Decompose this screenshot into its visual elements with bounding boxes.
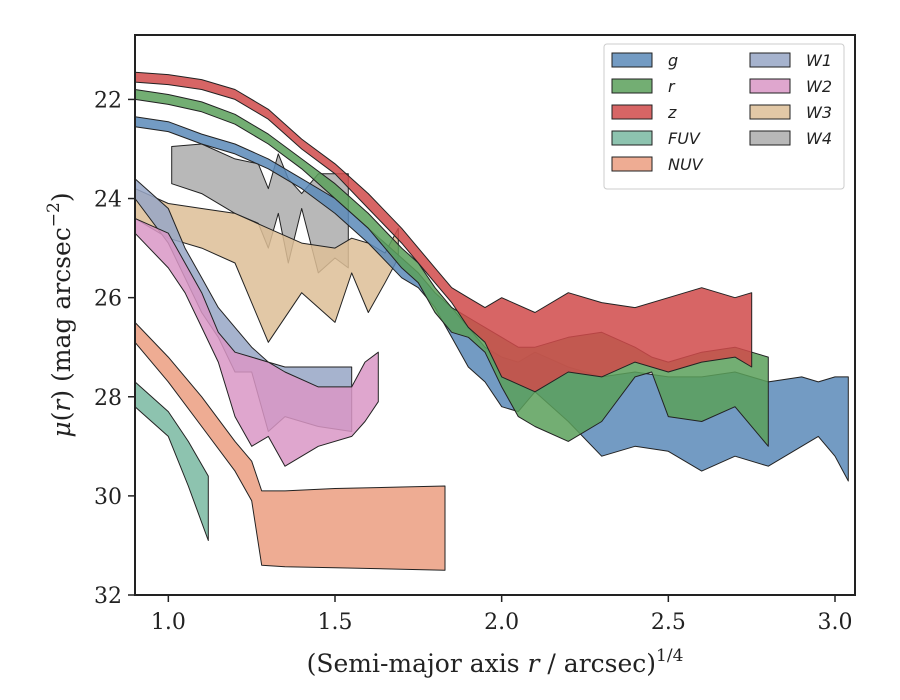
x-tick-label: 1.5 <box>318 610 353 635</box>
y-tick-label: 24 <box>94 188 122 213</box>
legend-label-g: g <box>668 51 678 70</box>
x-axis-label: (Semi-major axis r / arcsec)1/4 <box>307 646 684 678</box>
legend-swatch-fuv <box>611 130 653 146</box>
band-w2 <box>134 217 379 467</box>
y-tick-label: 32 <box>94 584 122 609</box>
y-axis-label: μ(r) (mag arcsec−2) <box>44 192 76 437</box>
band-nuv <box>134 321 446 571</box>
x-tick-label: 1.0 <box>151 610 186 635</box>
x-axis: 1.0 1.5 2.0 2.5 3.0 <box>151 595 853 635</box>
x-tick-label: 2.0 <box>484 610 519 635</box>
legend-label-nuv: NUV <box>668 155 704 174</box>
legend-label-r: r <box>668 77 676 96</box>
legend: grz FUV NUV W1 W2 W3 W4 <box>603 43 845 190</box>
x-tick-label: 3.0 <box>818 610 853 635</box>
chart-areas <box>134 71 849 571</box>
legend-swatch-w4 <box>749 130 791 146</box>
y-axis: 22 24 26 28 30 32 <box>94 88 135 609</box>
y-tick-label: 30 <box>94 485 122 510</box>
legend-label-w4: W4 <box>806 129 832 148</box>
legend-swatch-g <box>611 52 653 68</box>
plot-frame <box>134 34 856 596</box>
legend-swatch-r <box>611 78 653 94</box>
band-z <box>134 71 753 393</box>
legend-swatch-w1 <box>749 52 791 68</box>
legend-swatch-w2 <box>749 78 791 94</box>
legend-swatch-z <box>611 104 653 120</box>
legend-label-w1: W1 <box>806 51 832 70</box>
legend-swatch-w3 <box>749 104 791 120</box>
legend-swatch-nuv <box>611 156 653 172</box>
y-tick-label: 28 <box>94 386 122 411</box>
x-tick-label: 2.5 <box>651 610 686 635</box>
y-tick-label: 26 <box>94 287 122 312</box>
legend-label-z: z <box>667 103 677 122</box>
y-tick-label: 22 <box>94 88 122 113</box>
legend-label-w3: W3 <box>806 103 832 122</box>
legend-label-w2: W2 <box>806 77 832 96</box>
band-fuv <box>134 381 209 541</box>
legend-label-fuv: FUV <box>668 129 701 148</box>
